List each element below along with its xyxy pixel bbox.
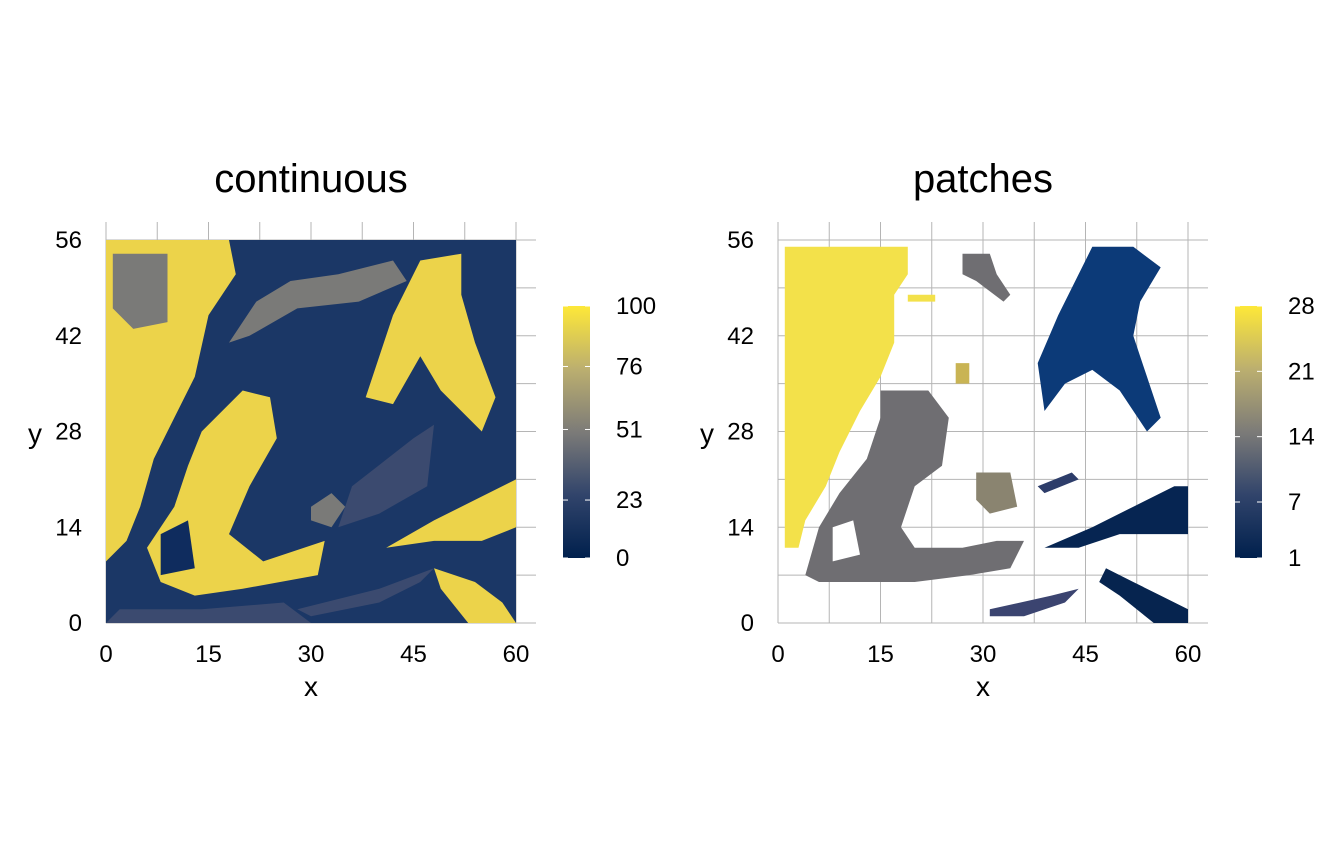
colorbar-legend: 28 21 14 7 1 [1235, 293, 1315, 572]
x-tick-label: 30 [298, 641, 325, 668]
colorbar-legend: 100 76 51 23 0 [563, 293, 656, 572]
raster-region-yellow [147, 390, 325, 596]
x-tick-label: 30 [970, 641, 997, 668]
x-tick-label: 60 [503, 641, 530, 668]
raster-region-dark [160, 520, 195, 576]
x-tick-label: 45 [400, 641, 427, 668]
colorbar-tick-label: 21 [1288, 358, 1315, 385]
colorbar-ticks: 100 76 51 23 0 [563, 293, 656, 572]
raster-region-mid [297, 568, 434, 617]
raster-region-yellow [386, 479, 516, 548]
colorbar-tick-label: 100 [616, 293, 656, 320]
raster-region-yellow [365, 253, 496, 432]
raster-patches [784, 246, 1188, 623]
patch-slate [1037, 472, 1079, 494]
x-tick-label: 0 [771, 641, 784, 668]
y-tick-label: 0 [741, 610, 754, 637]
panel-patches: patches 0 15 30 45 60 0 14 28 42 56 x y 28 21 14 7 1 [700, 157, 1315, 702]
y-axis-label: y [28, 418, 42, 449]
patch-olive [976, 472, 1018, 514]
colorbar-tick-label: 7 [1288, 489, 1301, 516]
y-tick-label: 28 [55, 419, 82, 446]
y-axis-label: y [700, 418, 714, 449]
colorbar-tick-label: 51 [616, 416, 643, 443]
colorbar-tick-label: 28 [1288, 293, 1315, 320]
patch-navy [1099, 568, 1188, 623]
x-tick-label: 0 [99, 641, 112, 668]
patch-khaki [955, 363, 970, 384]
y-axis: 0 14 28 42 56 [55, 227, 82, 637]
y-tick-label: 14 [727, 514, 754, 541]
raster-region-gray [229, 260, 407, 343]
patch-blue [1037, 246, 1161, 432]
raster-continuous [106, 240, 516, 623]
raster-region-yellow [434, 568, 516, 623]
x-tick-label: 15 [195, 641, 222, 668]
patch-navy [1044, 486, 1188, 548]
x-axis: 0 15 30 45 60 [771, 641, 1201, 668]
y-axis: 0 14 28 42 56 [727, 227, 754, 637]
x-tick-label: 15 [867, 641, 894, 668]
raster-region-mid [338, 424, 434, 528]
y-tick-label: 28 [727, 419, 754, 446]
patch-yellow [907, 294, 936, 302]
colorbar-tick-label: 1 [1288, 545, 1301, 572]
colorbar-tick-label: 23 [616, 487, 643, 514]
colorbar-gradient [563, 306, 590, 558]
y-tick-label: 0 [69, 610, 82, 637]
chart-title: patches [913, 157, 1053, 201]
patch-gray [805, 390, 1024, 582]
y-tick-label: 14 [55, 514, 82, 541]
panel-continuous: continuous 0 15 30 45 60 0 14 28 42 56 x y 100 76… [28, 157, 656, 702]
x-axis: 0 15 30 45 60 [99, 641, 529, 668]
raster-region-gray [311, 493, 346, 528]
colorbar-tick-label: 76 [616, 353, 643, 380]
raster-region-mid [106, 602, 311, 623]
x-tick-label: 45 [1072, 641, 1099, 668]
colorbar-tick-label: 14 [1288, 424, 1315, 451]
colorbar-ticks: 28 21 14 7 1 [1235, 293, 1315, 572]
raster-region-gray [112, 253, 168, 329]
patch-slate [989, 588, 1079, 617]
y-tick-label: 42 [55, 323, 82, 350]
x-axis-label: x [976, 671, 990, 702]
x-axis-label: x [304, 671, 318, 702]
y-tick-label: 42 [727, 323, 754, 350]
patch-hole [832, 520, 860, 562]
raster-blobs [106, 240, 516, 623]
chart-title: continuous [214, 157, 407, 201]
y-tick-label: 56 [727, 227, 754, 254]
patch-shapes [784, 246, 1188, 623]
colorbar-tick-label: 0 [616, 545, 629, 572]
x-tick-label: 60 [1175, 641, 1202, 668]
colorbar-gradient [1235, 306, 1262, 558]
y-tick-label: 56 [55, 227, 82, 254]
patch-yellow [784, 246, 908, 548]
patch-gray [962, 253, 1011, 302]
